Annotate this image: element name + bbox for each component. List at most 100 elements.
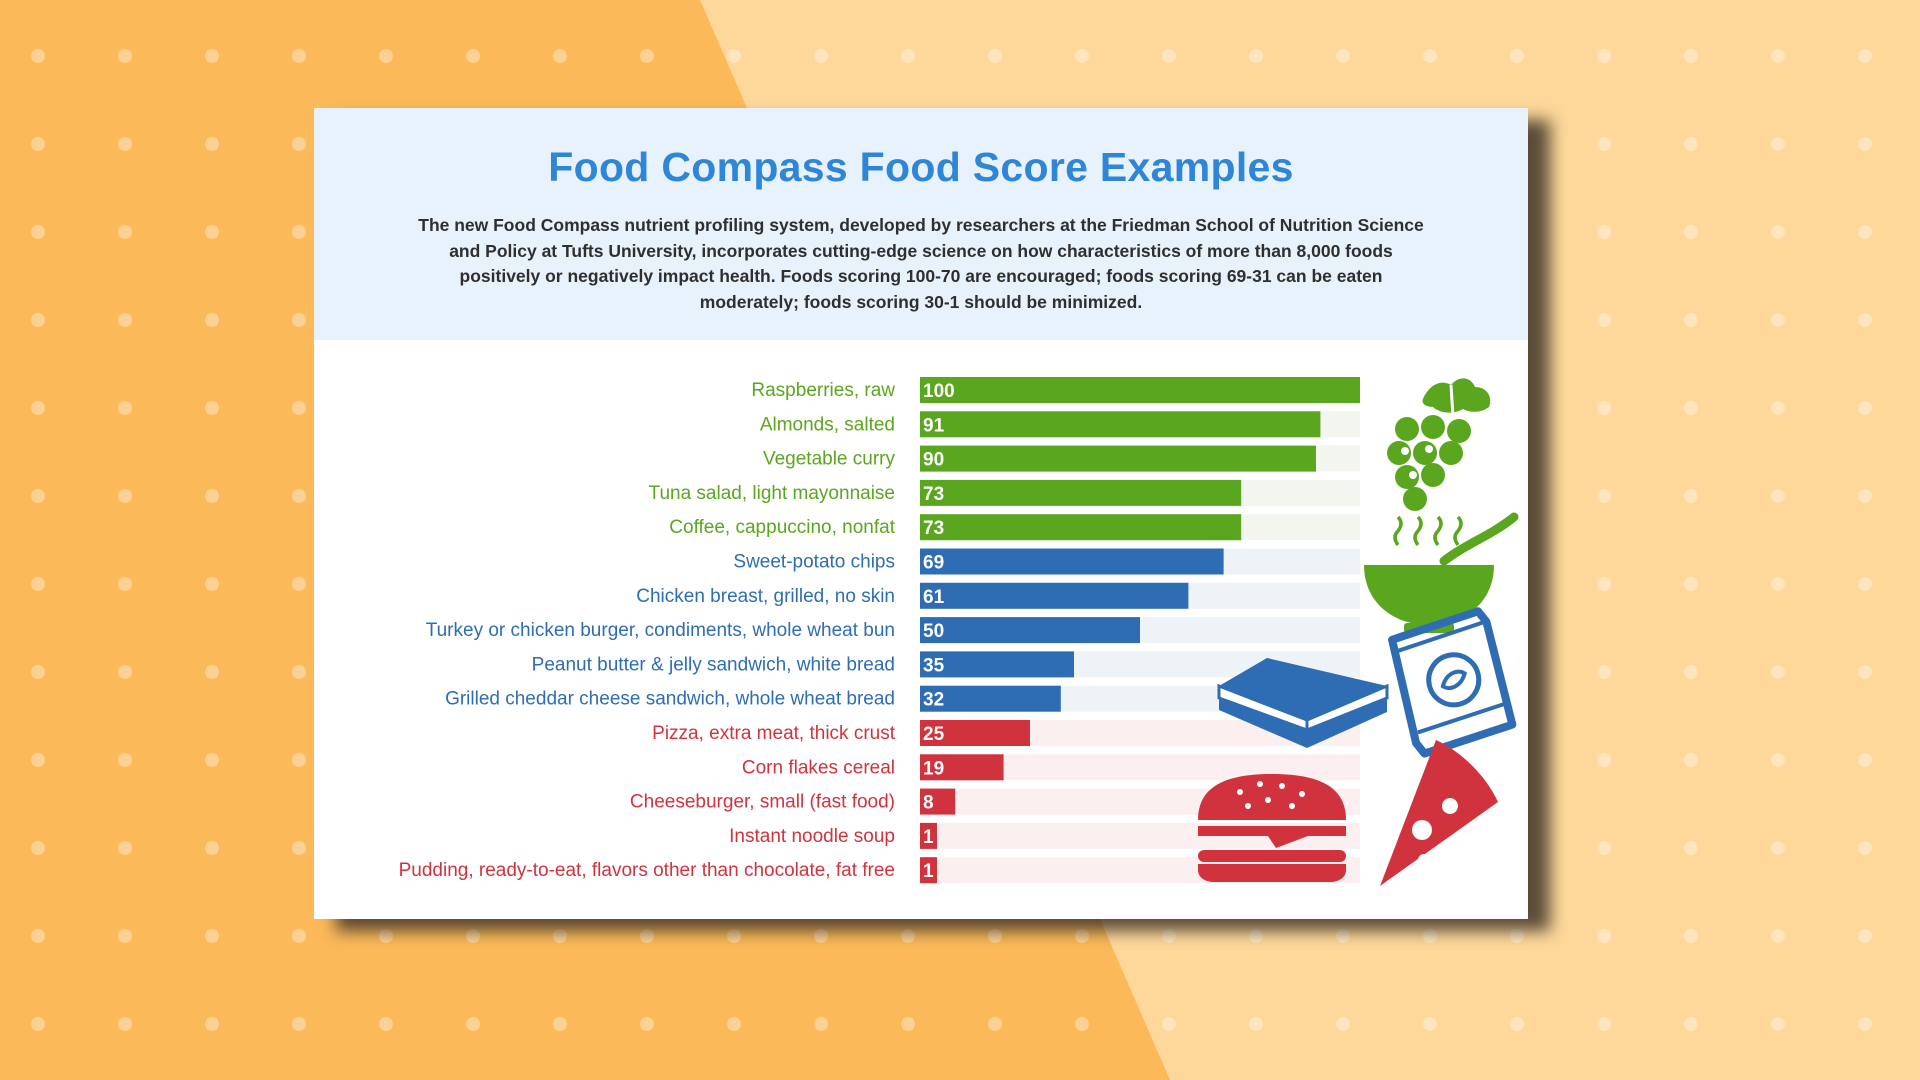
bars [920,377,1360,884]
background-dot [31,313,45,327]
pizza-icon [1380,740,1498,886]
background-dot [814,1017,828,1031]
background-dot [1771,753,1785,767]
background-dot [1075,929,1089,943]
background-dot [466,929,480,943]
bar [920,720,1030,746]
category-label: Corn flakes cereal [742,757,895,778]
value-label: 100 [923,381,955,402]
background-dot [292,929,306,943]
background-dot [1858,841,1872,855]
background-dot [1684,137,1698,151]
background-dot [379,1017,393,1031]
background-dot [1771,665,1785,679]
background-dot [1771,929,1785,943]
background-dot [205,1017,219,1031]
grapes-icon [1387,378,1491,511]
category-labels: Raspberries, raw Almonds, salted Vegetable… [399,380,896,881]
category-label: Pudding, ready-to-eat, flavors other tha… [399,860,895,881]
background-dot [118,225,132,239]
bar [920,685,1061,712]
background-dot [1858,929,1872,943]
bar [920,411,1321,438]
background-dot [1336,1017,1350,1031]
bar [920,651,1074,678]
background-dot [205,49,219,63]
background-dot [640,929,654,943]
background-dot [205,401,219,415]
background-dot [118,49,132,63]
background-dot [1597,753,1611,767]
category-label: Tuna salad, light mayonnaise [649,483,895,504]
background-dot [31,225,45,239]
chart-description: The new Food Compass nutrient profiling … [418,215,1424,312]
category-label: Almonds, salted [760,414,895,435]
background-dot [1771,401,1785,415]
background-dot [553,49,567,63]
background-dot [292,1017,306,1031]
background-dot [466,49,480,63]
background-dot [1858,313,1872,327]
bar [920,617,1140,644]
background-dot [1162,929,1176,943]
background-dot [1684,665,1698,679]
background-dot [1858,753,1872,767]
background-dot [205,313,219,327]
bar [920,754,1004,781]
background-dot [205,753,219,767]
category-label: Raspberries, raw [751,380,895,401]
background-dot [1423,49,1437,63]
bar [920,857,937,884]
background-dot [1162,1017,1176,1031]
background-dot [292,841,306,855]
background-dot [118,929,132,943]
background-dot [118,137,132,151]
background-dot [1771,489,1785,503]
background-dot [1684,313,1698,327]
value-label: 73 [923,518,944,539]
background-dot [118,401,132,415]
background-dot [640,49,654,63]
background-dot [1684,489,1698,503]
background-dot [1423,1017,1437,1031]
background-dot [1336,49,1350,63]
background-dot [292,401,306,415]
background-dot [1249,49,1263,63]
value-label: 69 [923,553,944,574]
background-dot [292,753,306,767]
background-dot [1684,841,1698,855]
background-dot [1858,489,1872,503]
value-label: 35 [923,655,945,676]
background-dot [31,841,45,855]
background-dot [1684,49,1698,63]
background-dot [1684,401,1698,415]
background-dot [640,1017,654,1031]
value-label: 73 [923,484,944,505]
background-dot [1075,49,1089,63]
value-label: 1 [923,827,934,848]
background-dot [31,929,45,943]
background-dot [727,1017,741,1031]
bar [920,788,956,815]
background-dot [1597,841,1611,855]
background-dot [988,49,1002,63]
soup-bowl-icon [1364,512,1519,633]
background-dot [901,49,915,63]
background-dot [1597,577,1611,591]
background-dot [205,225,219,239]
background-dot [292,665,306,679]
background-dot [118,489,132,503]
background-dot [1597,1017,1611,1031]
background-dot [1162,49,1176,63]
background-dot [1858,137,1872,151]
bar [920,377,1360,403]
value-label: 61 [923,587,945,608]
category-label: Coffee, cappuccino, nonfat [669,517,895,538]
background-dot [292,577,306,591]
background-dot [1336,929,1350,943]
background-dot [205,577,219,591]
category-label: Sweet-potato chips [733,552,895,573]
chips-bag-icon [1388,607,1517,758]
sandwich-icon [1217,658,1389,748]
background-dot [1597,313,1611,327]
